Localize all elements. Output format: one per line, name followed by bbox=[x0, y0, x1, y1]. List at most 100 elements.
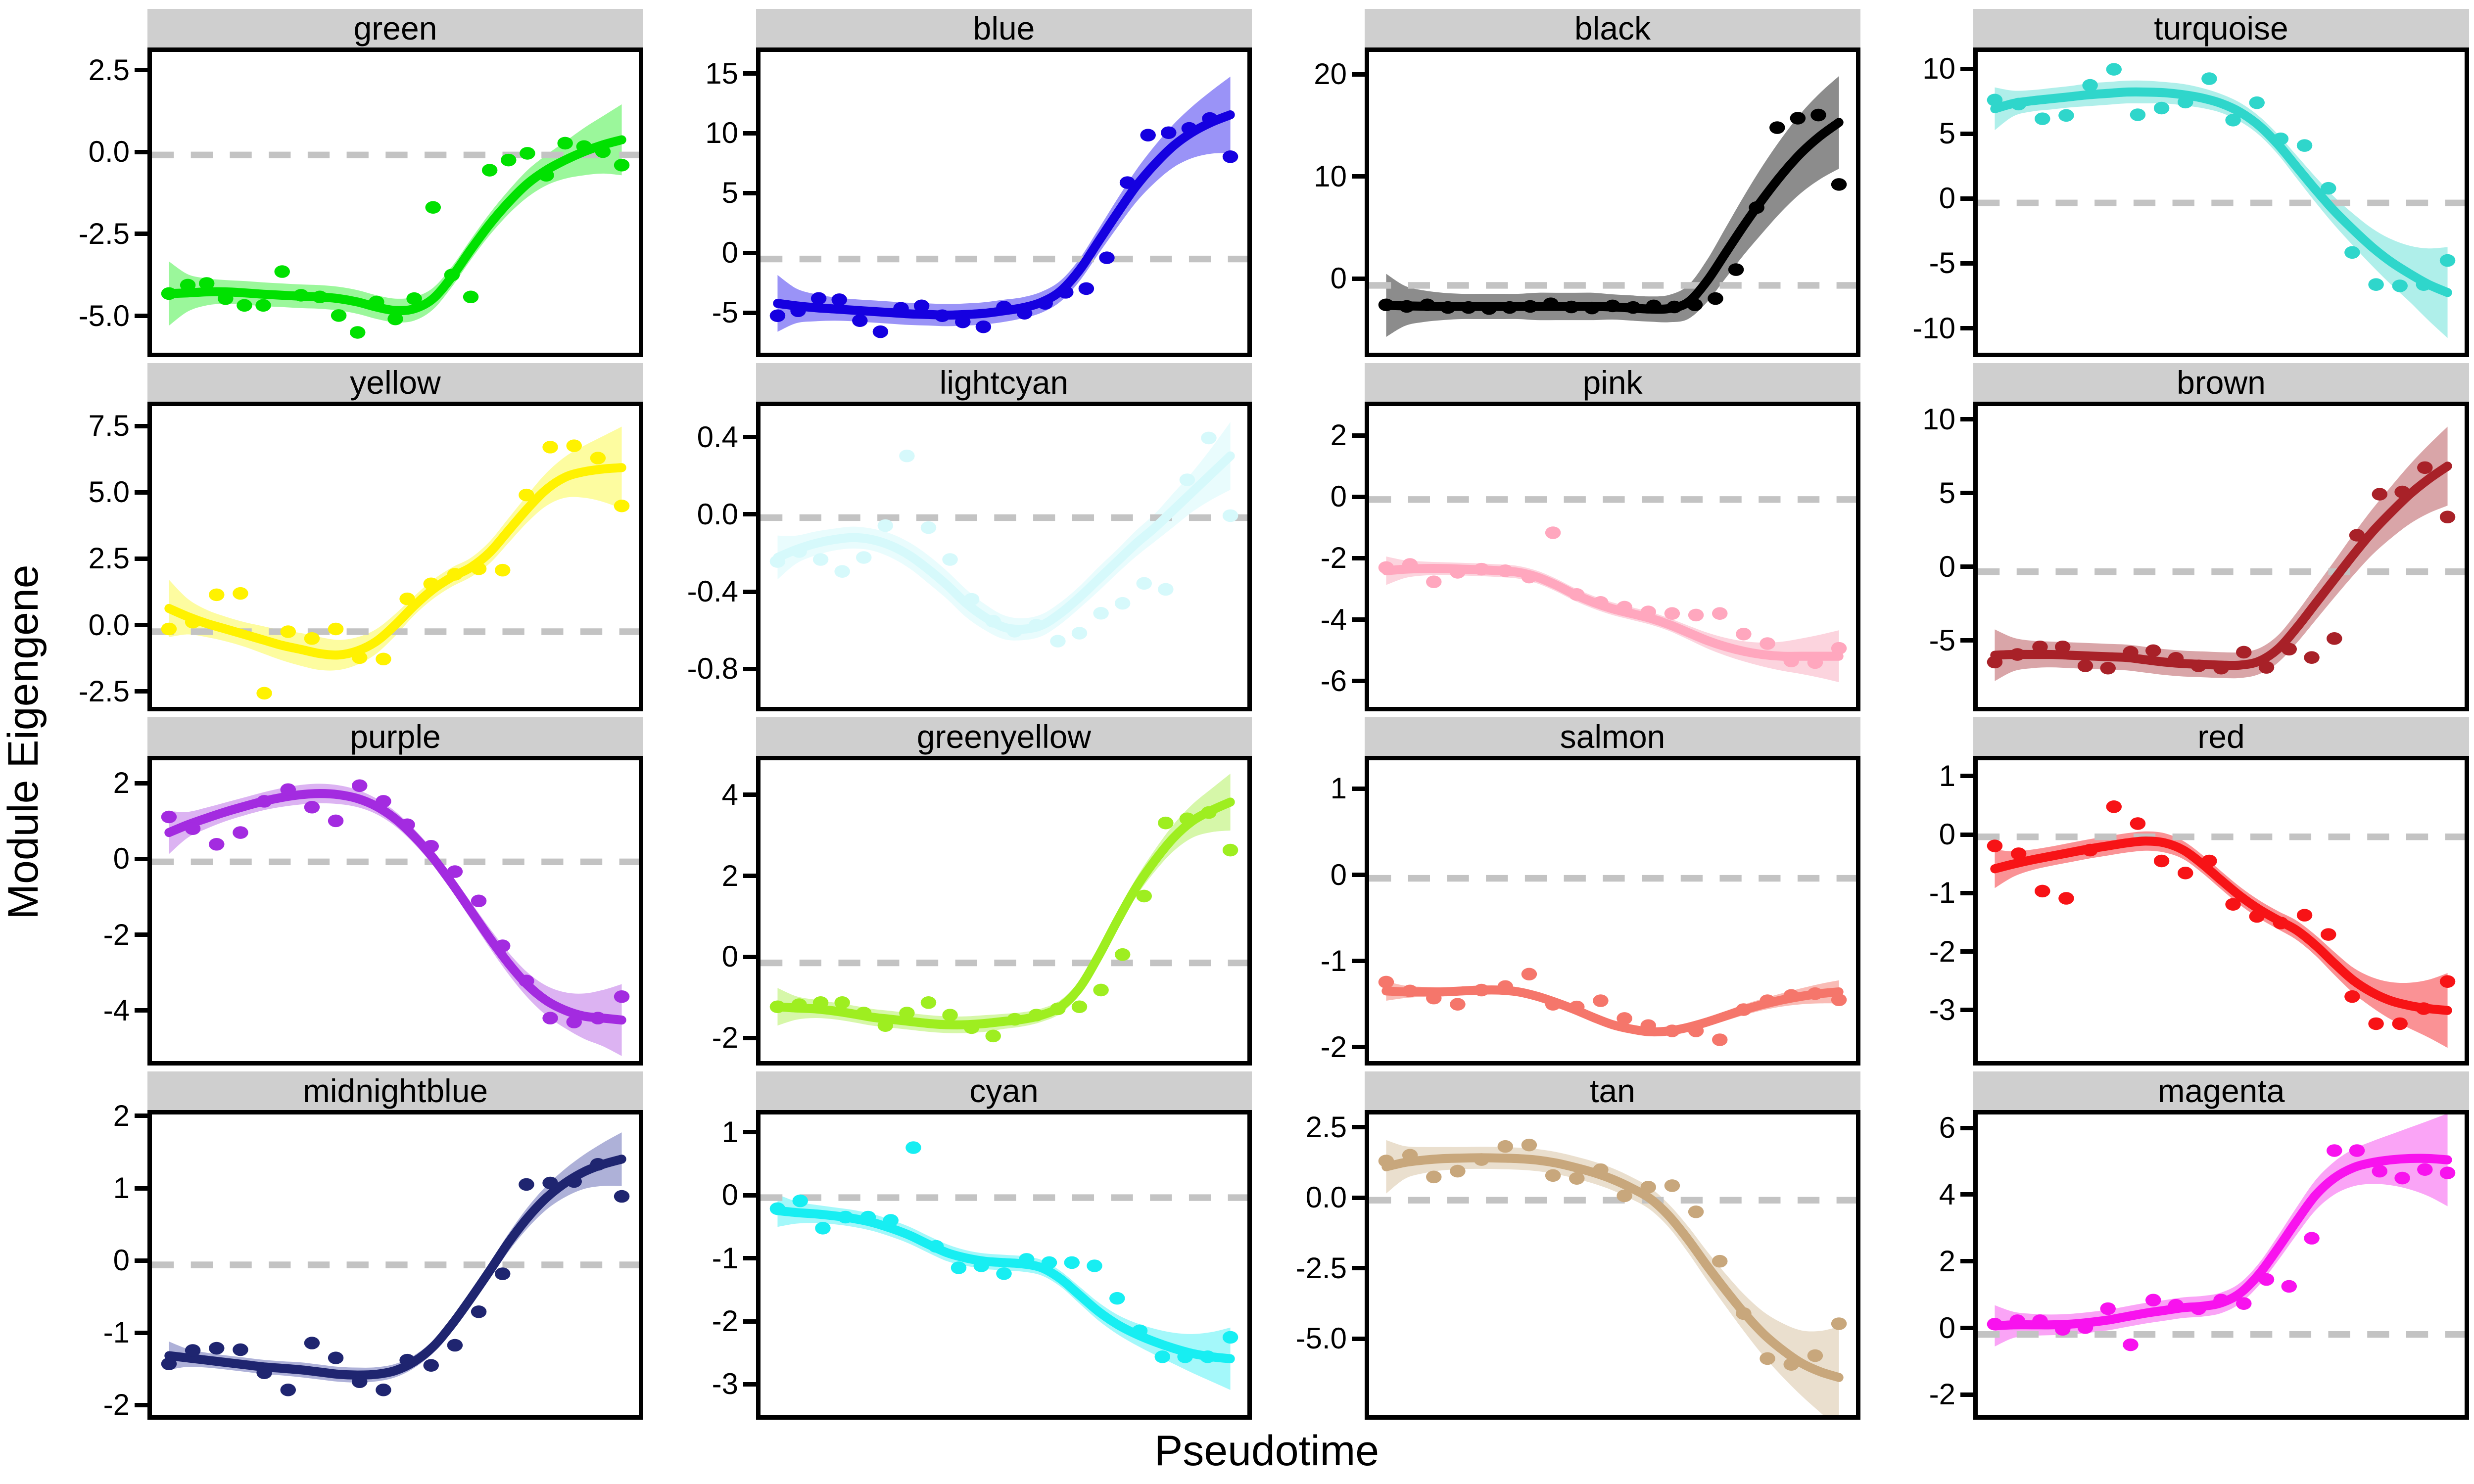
data-point bbox=[161, 1357, 177, 1370]
data-point bbox=[1593, 1163, 1609, 1176]
data-point bbox=[2281, 1280, 2297, 1293]
facet-strip-label-red: red bbox=[1973, 717, 2469, 756]
data-point bbox=[831, 293, 847, 306]
facet-greenyellow: 4 2 0 -2 greenyellow bbox=[658, 717, 1252, 1066]
data-point bbox=[1831, 178, 1847, 191]
confidence-ribbon-turquoise bbox=[1995, 80, 2448, 338]
y-tick-mark bbox=[1352, 1266, 1365, 1271]
y-tick-mark bbox=[1960, 890, 1973, 895]
data-point bbox=[1202, 112, 1218, 125]
confidence-ribbon-magenta bbox=[1995, 1114, 2448, 1347]
confidence-ribbon-green bbox=[169, 104, 622, 326]
facet-magenta: 6 4 2 0 -2 magenta bbox=[1875, 1071, 2469, 1420]
y-tick-mark bbox=[743, 310, 756, 315]
data-point bbox=[815, 1222, 831, 1235]
facet-strip-label-blue: blue bbox=[756, 9, 1252, 47]
data-point bbox=[1728, 263, 1744, 276]
data-point bbox=[2296, 139, 2313, 152]
data-point bbox=[2304, 651, 2320, 664]
data-point bbox=[304, 1337, 320, 1349]
data-point bbox=[913, 299, 930, 313]
y-tick-mark bbox=[1960, 949, 1973, 954]
data-point bbox=[2236, 646, 2252, 659]
data-point bbox=[255, 299, 271, 312]
data-point bbox=[2417, 1163, 2433, 1176]
y-tick-label: 2 bbox=[113, 1099, 130, 1132]
facet-strip-label-yellow: yellow bbox=[147, 363, 643, 402]
data-point bbox=[2010, 97, 2027, 111]
data-point bbox=[1016, 307, 1033, 320]
facet-pink: 2 0 -2 -4 -6 pink bbox=[1267, 363, 1860, 711]
data-point bbox=[198, 277, 215, 290]
data-point bbox=[590, 452, 606, 464]
y-tick-label: 2.5 bbox=[88, 53, 130, 87]
data-point bbox=[1426, 1170, 1442, 1184]
data-point bbox=[2273, 132, 2289, 145]
y-tick-label: -0.8 bbox=[687, 652, 738, 686]
facet-strip-label-black: black bbox=[1365, 9, 1860, 47]
y-tick-mark bbox=[1352, 617, 1365, 622]
data-point bbox=[928, 1240, 944, 1253]
y-tick-label: -1 bbox=[712, 1241, 738, 1275]
y-tick-label: -6 bbox=[1320, 664, 1347, 697]
data-point bbox=[406, 292, 422, 305]
facet-salmon: 1 0 -1 -2 salmon bbox=[1267, 717, 1860, 1066]
data-point bbox=[376, 795, 391, 808]
facet-turquoise: 10 5 0 -5 -10 turquoise bbox=[1875, 9, 2469, 357]
data-point bbox=[614, 499, 630, 512]
y-tick-mark bbox=[1352, 494, 1365, 499]
data-point bbox=[1132, 1324, 1148, 1338]
data-point bbox=[1158, 583, 1174, 596]
data-point bbox=[769, 309, 786, 323]
data-point bbox=[519, 974, 534, 987]
plot-area-lightcyan bbox=[756, 402, 1252, 711]
data-point bbox=[2213, 661, 2229, 675]
y-axis-magenta: 6 4 2 0 -2 bbox=[1875, 1071, 1973, 1420]
y-tick-label: 2 bbox=[1330, 418, 1347, 452]
y-tick-mark bbox=[1352, 873, 1365, 877]
data-point bbox=[1640, 1181, 1656, 1194]
data-point bbox=[1028, 1009, 1045, 1021]
confidence-ribbon-tan bbox=[1386, 1140, 1839, 1415]
smooth-trend-line-lightcyan bbox=[773, 451, 1235, 634]
data-point bbox=[1831, 642, 1847, 655]
data-point bbox=[2100, 661, 2116, 675]
plot-area-greenyellow bbox=[756, 756, 1252, 1066]
data-point bbox=[1050, 1002, 1066, 1016]
data-point bbox=[1617, 601, 1632, 614]
data-point bbox=[1564, 300, 1579, 314]
data-point bbox=[2416, 278, 2432, 291]
y-axis-purple: 2 0 -2 -4 bbox=[49, 717, 147, 1066]
data-point bbox=[1736, 1003, 1752, 1016]
y-tick-mark bbox=[135, 68, 147, 72]
y-tick-label: 2 bbox=[721, 859, 738, 892]
data-point bbox=[2394, 1171, 2410, 1185]
y-tick-mark bbox=[135, 232, 147, 236]
facet-strip-label-green: green bbox=[147, 9, 643, 47]
y-tick-label: -2.5 bbox=[78, 217, 130, 250]
facet-strip-label-midnightblue: midnightblue bbox=[147, 1071, 643, 1110]
y-axis-tan: 2.5 0.0 -2.5 -5.0 bbox=[1267, 1071, 1365, 1420]
data-point bbox=[185, 1344, 201, 1357]
data-point bbox=[1569, 588, 1585, 601]
data-point bbox=[769, 555, 786, 568]
y-tick-label: 0 bbox=[1330, 262, 1347, 295]
y-tick-mark bbox=[1352, 72, 1365, 77]
data-point bbox=[1440, 301, 1456, 314]
data-point bbox=[2123, 646, 2139, 659]
y-axis-black: 20 10 0 bbox=[1267, 9, 1365, 357]
y-tick-mark bbox=[135, 932, 147, 937]
y-tick-mark bbox=[743, 1319, 756, 1324]
y-tick-mark bbox=[135, 556, 147, 561]
data-point bbox=[1450, 998, 1466, 1011]
y-tick-label: 5 bbox=[721, 176, 738, 210]
y-tick-mark bbox=[1352, 1125, 1365, 1130]
data-point bbox=[1749, 201, 1764, 214]
y-tick-mark bbox=[135, 1258, 147, 1263]
data-point bbox=[1181, 122, 1197, 135]
y-axis-yellow: 7.5 5.0 2.5 0.0 -2.5 bbox=[49, 363, 147, 711]
panel-wrapper-lightcyan: lightcyan bbox=[756, 363, 1252, 711]
facet-strip-label-brown: brown bbox=[1973, 363, 2469, 402]
y-axis-lightcyan: 0.4 0.0 -0.4 -0.8 bbox=[658, 363, 756, 711]
data-point bbox=[985, 1029, 1001, 1043]
